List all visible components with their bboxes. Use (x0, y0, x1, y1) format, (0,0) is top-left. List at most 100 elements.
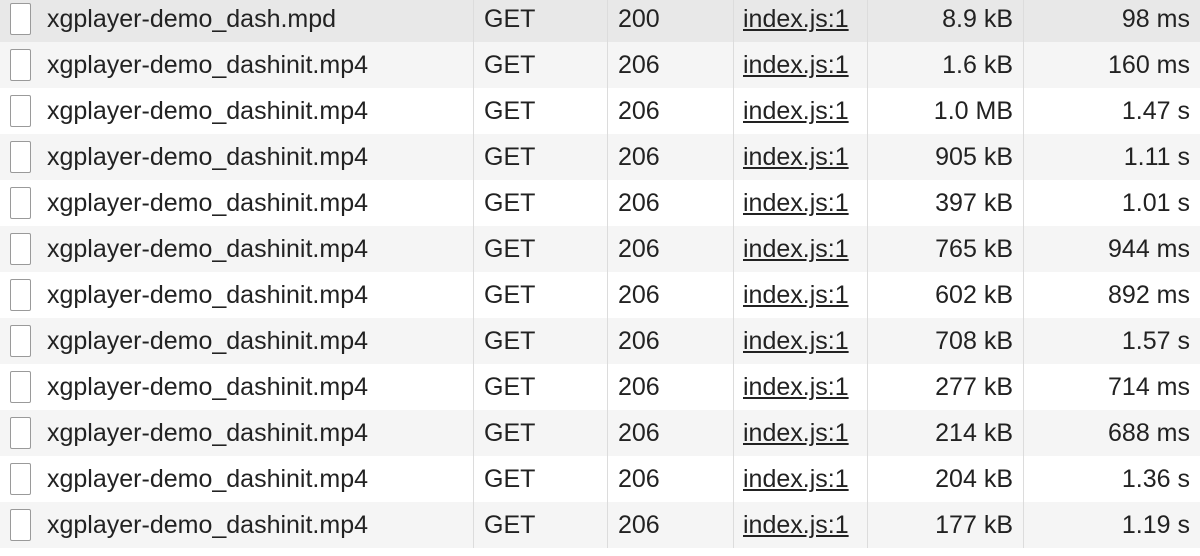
name-cell[interactable]: xgplayer-demo_dashinit.mp4 (0, 42, 474, 88)
initiator-cell: index.js:1 (734, 364, 868, 410)
document-icon (10, 49, 31, 81)
request-name: xgplayer-demo_dashinit.mp4 (47, 418, 369, 447)
document-icon (10, 509, 31, 541)
size-cell: 204 kB (868, 456, 1024, 502)
status-cell: 206 (608, 42, 734, 88)
initiator-cell: index.js:1 (734, 410, 868, 456)
initiator-link[interactable]: index.js:1 (743, 50, 849, 79)
name-cell[interactable]: xgplayer-demo_dashinit.mp4 (0, 410, 474, 456)
request-name: xgplayer-demo_dashinit.mp4 (47, 510, 369, 539)
status-cell: 206 (608, 272, 734, 318)
initiator-cell: index.js:1 (734, 180, 868, 226)
document-icon (10, 325, 31, 357)
size-cell: 8.9 kB (868, 0, 1024, 42)
size-cell: 708 kB (868, 318, 1024, 364)
method-cell: GET (474, 0, 608, 42)
document-icon (10, 279, 31, 311)
initiator-cell: index.js:1 (734, 502, 868, 548)
name-cell[interactable]: xgplayer-demo_dashinit.mp4 (0, 502, 474, 548)
request-row[interactable]: xgplayer-demo_dashinit.mp4 GET 206 index… (0, 42, 1200, 88)
request-name: xgplayer-demo_dashinit.mp4 (47, 234, 369, 263)
size-cell: 1.6 kB (868, 42, 1024, 88)
status-cell: 206 (608, 456, 734, 502)
status-cell: 200 (608, 0, 734, 42)
request-row[interactable]: xgplayer-demo_dashinit.mp4 GET 206 index… (0, 134, 1200, 180)
request-row[interactable]: xgplayer-demo_dashinit.mp4 GET 206 index… (0, 410, 1200, 456)
request-name: xgplayer-demo_dashinit.mp4 (47, 96, 369, 125)
request-row[interactable]: xgplayer-demo_dashinit.mp4 GET 206 index… (0, 88, 1200, 134)
time-cell: 98 ms (1121, 4, 1190, 33)
time-cell: 1.11 s (1123, 142, 1190, 171)
status-cell: 206 (608, 502, 734, 548)
initiator-cell: index.js:1 (734, 456, 868, 502)
initiator-link[interactable]: index.js:1 (743, 510, 849, 539)
initiator-link[interactable]: index.js:1 (743, 464, 849, 493)
method-cell: GET (474, 456, 608, 502)
initiator-link[interactable]: index.js:1 (743, 188, 849, 217)
name-cell[interactable]: xgplayer-demo_dashinit.mp4 (0, 88, 474, 134)
time-cell: 1.36 s (1121, 464, 1190, 493)
size-cell: 277 kB (868, 364, 1024, 410)
name-cell[interactable]: xgplayer-demo_dashinit.mp4 (0, 226, 474, 272)
method-cell: GET (474, 502, 608, 548)
document-icon (10, 417, 31, 449)
time-cell: 1.19 s (1121, 510, 1190, 539)
request-row[interactable]: xgplayer-demo_dashinit.mp4 GET 206 index… (0, 180, 1200, 226)
name-cell[interactable]: xgplayer-demo_dashinit.mp4 (0, 364, 474, 410)
initiator-cell: index.js:1 (734, 226, 868, 272)
time-cell: 944 ms (1108, 234, 1190, 263)
size-cell: 1.0 MB (868, 88, 1024, 134)
request-name: xgplayer-demo_dashinit.mp4 (47, 50, 369, 79)
document-icon (10, 141, 31, 173)
request-row[interactable]: xgplayer-demo_dashinit.mp4 GET 206 index… (0, 226, 1200, 272)
size-cell: 905 kB (868, 134, 1024, 180)
initiator-link[interactable]: index.js:1 (743, 4, 849, 33)
initiator-cell: index.js:1 (734, 0, 868, 42)
request-row[interactable]: xgplayer-demo_dashinit.mp4 GET 206 index… (0, 364, 1200, 410)
method-cell: GET (474, 88, 608, 134)
request-row[interactable]: xgplayer-demo_dashinit.mp4 GET 206 index… (0, 318, 1200, 364)
document-icon (10, 233, 31, 265)
method-cell: GET (474, 364, 608, 410)
time-cell: 688 ms (1108, 418, 1190, 447)
initiator-cell: index.js:1 (734, 88, 868, 134)
request-row[interactable]: xgplayer-demo_dashinit.mp4 GET 206 index… (0, 272, 1200, 318)
method-cell: GET (474, 134, 608, 180)
request-row[interactable]: xgplayer-demo_dashinit.mp4 GET 206 index… (0, 456, 1200, 502)
request-name: xgplayer-demo_dashinit.mp4 (47, 464, 369, 493)
initiator-link[interactable]: index.js:1 (743, 326, 849, 355)
document-icon (10, 463, 31, 495)
name-cell[interactable]: xgplayer-demo_dashinit.mp4 (0, 318, 474, 364)
status-cell: 206 (608, 180, 734, 226)
name-cell[interactable]: xgplayer-demo_dashinit.mp4 (0, 180, 474, 226)
request-name: xgplayer-demo_dashinit.mp4 (47, 188, 369, 217)
document-icon (10, 95, 31, 127)
document-icon (10, 371, 31, 403)
name-cell[interactable]: xgplayer-demo_dash.mpd (0, 0, 474, 42)
name-cell[interactable]: xgplayer-demo_dashinit.mp4 (0, 272, 474, 318)
time-cell: 892 ms (1108, 280, 1190, 309)
request-row[interactable]: xgplayer-demo_dashinit.mp4 GET 206 index… (0, 502, 1200, 548)
time-cell: 1.01 s (1121, 188, 1190, 217)
initiator-link[interactable]: index.js:1 (743, 280, 849, 309)
method-cell: GET (474, 272, 608, 318)
size-cell: 214 kB (868, 410, 1024, 456)
time-cell: 160 ms (1108, 50, 1190, 79)
initiator-link[interactable]: index.js:1 (743, 234, 849, 263)
request-row[interactable]: xgplayer-demo_dash.mpd GET 200 index.js:… (0, 0, 1200, 42)
initiator-cell: index.js:1 (734, 42, 868, 88)
initiator-link[interactable]: index.js:1 (743, 372, 849, 401)
initiator-link[interactable]: index.js:1 (743, 418, 849, 447)
method-cell: GET (474, 226, 608, 272)
request-name: xgplayer-demo_dashinit.mp4 (47, 280, 369, 309)
document-icon (10, 3, 31, 35)
status-cell: 206 (608, 364, 734, 410)
name-cell[interactable]: xgplayer-demo_dashinit.mp4 (0, 134, 474, 180)
method-cell: GET (474, 318, 608, 364)
time-cell: 714 ms (1108, 372, 1190, 401)
initiator-link[interactable]: index.js:1 (743, 96, 849, 125)
name-cell[interactable]: xgplayer-demo_dashinit.mp4 (0, 456, 474, 502)
size-cell: 177 kB (868, 502, 1024, 548)
initiator-link[interactable]: index.js:1 (743, 142, 849, 171)
